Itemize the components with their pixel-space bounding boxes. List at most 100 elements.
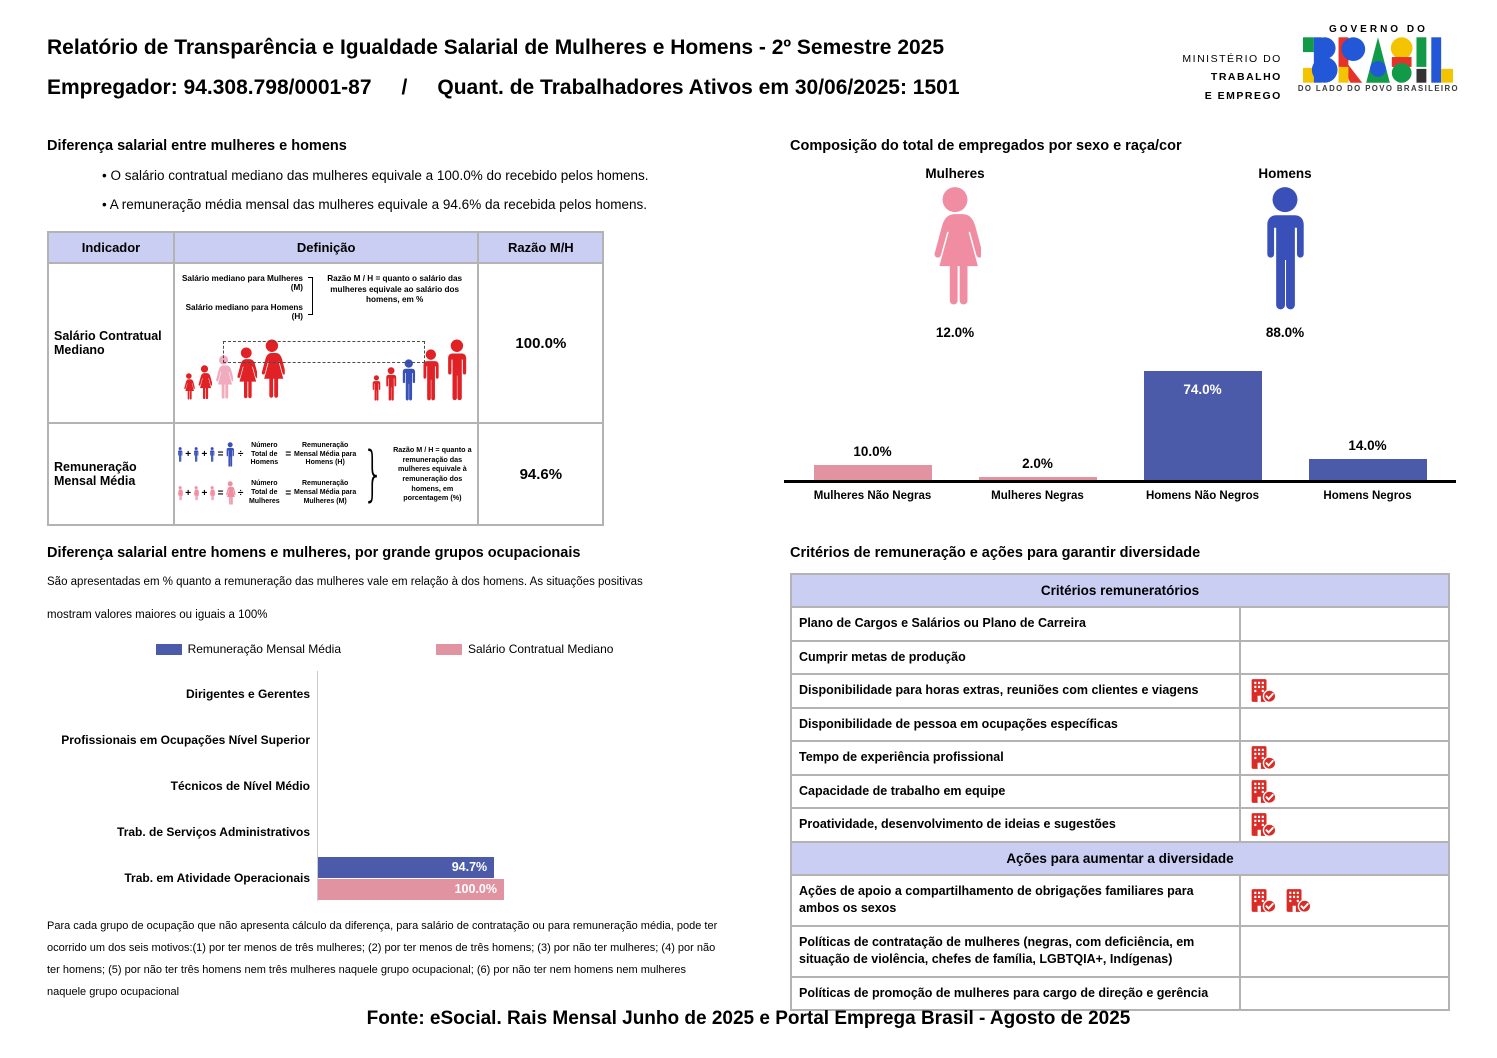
- pay-gap-section: Diferença salarial entre mulheres e home…: [47, 138, 712, 526]
- criteria-icons-cell: [1238, 606, 1451, 642]
- col-header-razao: Razão M/H: [477, 231, 605, 264]
- legend-label: Salário Contratual Mediano: [468, 642, 614, 656]
- ratio-definition-note: Razão M / H = quanto a remuneração das m…: [393, 444, 472, 503]
- occupational-description: São apresentadas em % quanto a remuneraç…: [47, 576, 722, 621]
- legend-swatch-blue: [155, 643, 182, 655]
- brace-shape: }: [362, 439, 384, 509]
- criteria-icons-cell: [1238, 773, 1451, 809]
- bar-category-label: Mulheres Não Negras: [813, 490, 932, 502]
- big-person-icon: [225, 481, 235, 506]
- criteria-label: Políticas de promoção de mulheres para c…: [790, 975, 1241, 1011]
- ratio-value: 100.0%: [477, 262, 605, 424]
- building-check-icon: [1251, 679, 1277, 704]
- criteria-label: Disponibilidade de pessoa em ocupações e…: [790, 706, 1241, 742]
- pay-gap-title: Diferença salarial entre mulheres e home…: [47, 138, 347, 154]
- ministry-logo: MINISTÉRIO DO TRABALHO E EMPREGO: [1182, 50, 1281, 105]
- criteria-section: Critérios de remuneração e ações para ga…: [790, 545, 1451, 1011]
- indicator-table: Indicador Definição Razão M/H Salário Co…: [47, 231, 605, 526]
- criteria-label: Ações de apoio a compartilhamento de obr…: [790, 873, 1241, 927]
- man-icon: [1259, 186, 1311, 311]
- bar-value-label: 74.0%: [1183, 382, 1222, 398]
- indicator-name: Salário Contratual Mediano: [47, 262, 175, 424]
- bar-group: 74.0%: [1120, 368, 1285, 480]
- building-check-icon: [1251, 813, 1277, 838]
- criteria-row: Tempo de experiência profissional: [790, 740, 1451, 776]
- occ-bar-zone: [317, 763, 722, 809]
- man-figure-icon: [400, 359, 418, 401]
- criteria-icons-cell: [1238, 924, 1451, 978]
- result-label: Remuneração Mensal Média para Mulheres (…: [294, 480, 357, 505]
- occ-category-label: Profissionais em Ocupações Nível Superio…: [61, 733, 310, 747]
- legend-item: Salário Contratual Mediano: [436, 642, 613, 656]
- divisor-label: Número Total de Homens: [250, 441, 279, 467]
- criteria-label: Plano de Cargos e Salários ou Plano de C…: [790, 606, 1241, 642]
- ratio-definition-note: Razão M / H = quanto o salário das mulhe…: [327, 274, 463, 305]
- criteria-icons-cell: [1238, 673, 1451, 709]
- formula-operator: =: [285, 449, 292, 461]
- occ-bar-zone: [317, 671, 722, 717]
- ratio-value: 94.6%: [477, 422, 605, 526]
- legend-swatch-pink: [436, 643, 462, 655]
- description-line1: São apresentadas em % quanto a remuneraç…: [47, 576, 643, 588]
- formula-operator: =: [217, 449, 224, 461]
- criteria-icons-cell: [1238, 873, 1451, 927]
- women-percentage: 12.0%: [935, 325, 975, 340]
- separator-slash: /: [401, 76, 408, 99]
- col-header-definicao: Definição: [172, 231, 480, 264]
- small-person-icon: [209, 486, 215, 501]
- median-salary-women-label: Salário mediano para Mulheres (M): [181, 274, 303, 293]
- description-line2: mostram valores maiores ou iguais a 100%: [47, 609, 268, 621]
- man-figure-icon: [371, 375, 382, 401]
- criteria-row: Cumprir metas de produção: [790, 639, 1451, 675]
- occ-bar-zone: [317, 809, 722, 855]
- criteria-icons-cell: [1238, 740, 1451, 776]
- indicator-name: Remuneração Mensal Média: [47, 422, 175, 526]
- occ-category-label: Dirigentes e Gerentes: [185, 687, 310, 701]
- occ-category-label: Técnicos de Nível Médio: [170, 779, 310, 793]
- occ-bar: 100.0%: [318, 878, 504, 900]
- criteria-row: Ações de apoio a compartilhamento de obr…: [790, 873, 1451, 927]
- bar-category-label: Mulheres Negras: [991, 490, 1084, 502]
- building-check-icon: [1251, 888, 1277, 913]
- criteria-row: Capacidade de trabalho em equipe: [790, 773, 1451, 809]
- legend-item: Remuneração Mensal Média: [155, 642, 341, 656]
- formula-operator: ÷: [237, 487, 244, 499]
- formula-operator: =: [285, 487, 292, 499]
- bracket-shape: [308, 277, 313, 315]
- occ-bar: 94.7%: [318, 856, 495, 878]
- criteria-label: Tempo de experiência profissional: [790, 740, 1241, 776]
- occupational-bar-chart: Dirigentes e Gerentes Profissionais em Oc…: [47, 671, 722, 901]
- criteria-label: Proatividade, desenvolvimento de ideias …: [790, 807, 1241, 843]
- criteria-section-header-row: Ações para aumentar a diversidade: [790, 840, 1450, 876]
- women-figure-block: Mulheres 12.0%: [790, 166, 1120, 340]
- bar: [1143, 371, 1262, 480]
- small-person-icon: [193, 486, 199, 501]
- criteria-row: Disponibilidade de pessoa em ocupações e…: [790, 706, 1451, 742]
- definition-cell: + + = ÷ Número Total de Homens = Remuneração M…: [172, 422, 480, 526]
- woman-icon: [929, 186, 981, 311]
- occ-row: Profissionais em Ocupações Nível Superio…: [47, 717, 722, 763]
- report-subtitle: Empregador: 94.308.798/0001-87 / Quant. de…: [47, 76, 960, 100]
- criteria-section-title: Ações para aumentar a diversidade: [790, 840, 1450, 876]
- legend-label: Remuneração Mensal Média: [187, 642, 341, 656]
- formula-operator: +: [201, 487, 208, 499]
- divisor-label: Número Total de Mulheres: [248, 480, 280, 505]
- bar-value-label: 2.0%: [1022, 456, 1053, 472]
- composition-title: Composição do total de empregados por se…: [790, 138, 1182, 154]
- bar-value-label: 10.0%: [853, 444, 892, 460]
- table-row: Remuneração Mensal Média + + = ÷ Número Tota…: [47, 422, 605, 526]
- formula-operator: +: [185, 449, 192, 461]
- pay-gap-bullet-1: O salário contratual mediano das mulhere…: [102, 168, 712, 183]
- criteria-icons-cell: [1238, 706, 1451, 742]
- building-check-icon: [1251, 779, 1277, 804]
- criteria-row: Políticas de contratação de mulheres (ne…: [790, 924, 1451, 978]
- employer-id: Empregador: 94.308.798/0001-87: [47, 76, 372, 99]
- brasil-wordmark-icon: [1303, 37, 1454, 83]
- median-dashed-box: [223, 341, 426, 364]
- criteria-label: Políticas de contratação de mulheres (ne…: [790, 924, 1241, 978]
- source-footer: Fonte: eSocial. Rais Mensal Junho de 202…: [366, 1008, 1131, 1029]
- composition-section: Composição do total de empregados por se…: [784, 138, 1470, 502]
- occ-bar-zone: 94.7% 100.0%: [317, 855, 722, 901]
- composition-bar-chart: 10.0% 2.0% 74.0% 14.0% Mulheres Não Negras M…: [784, 368, 1470, 502]
- men-percentage: 88.0%: [1265, 325, 1305, 340]
